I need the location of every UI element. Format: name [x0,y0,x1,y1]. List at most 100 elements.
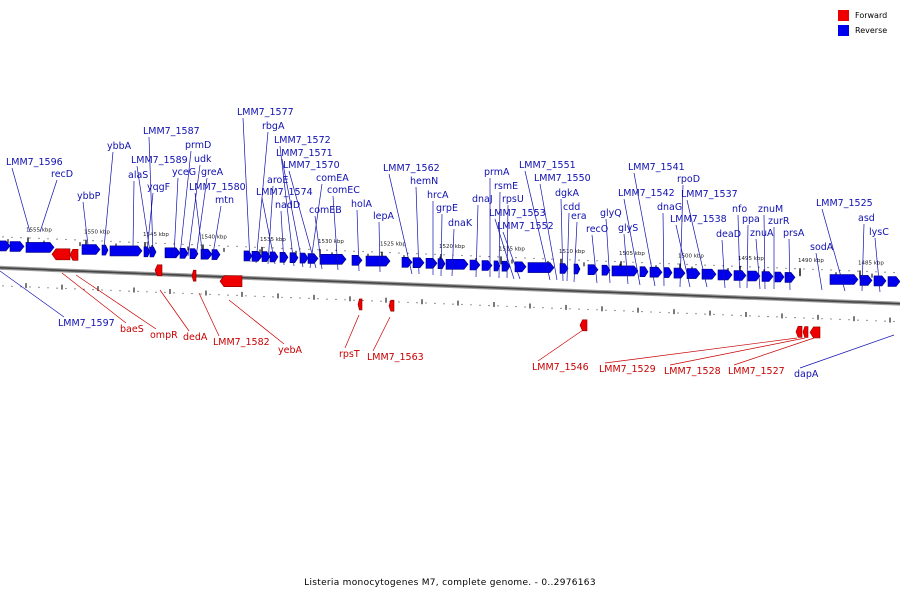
tick-label: 1495 kbp [738,256,764,262]
reverse-leader-line [211,205,222,261]
reverse-gene-arrow [279,252,289,263]
legend-reverse-label: Reverse [855,25,888,35]
scale-dot [146,291,148,293]
scale-dot [326,249,328,251]
scale-dot [497,305,499,307]
tick-label: 1540 kbp [201,235,227,241]
reverse-gene-label: glyQ [600,208,622,219]
scale-dot [200,293,202,295]
forward-gene-arrow [357,298,363,311]
reverse-leader-line [874,237,881,293]
scale-dot [857,319,859,321]
forward-leader-line [75,274,157,330]
tick-label: 1550 kbp [84,230,110,236]
scale-dot [263,295,265,298]
scale-dot [623,261,625,263]
reverse-gene-label: LMM7_1580 [189,182,246,193]
scale-dot [92,289,94,291]
scale-dot [479,304,481,306]
forward-gene-arrow [579,319,588,332]
reverse-gene-label: comEC [327,185,360,196]
reverse-leader-line [388,173,413,275]
scale-dot [281,247,283,249]
scale-dot [191,244,193,246]
scale-dot [353,250,355,252]
scale-dot [821,318,823,320]
scale-dot [272,247,274,249]
scale-dot [236,294,238,296]
reverse-gene-label: LMM7_1597 [58,318,115,329]
scale-dot [542,307,544,309]
scale-dot [686,263,688,265]
scale-dot [641,262,643,264]
scale-dot [371,251,373,253]
reverse-leader-line [280,210,285,266]
reverse-gene-label: ybbA [107,141,132,152]
scale-dot [614,309,616,312]
reverse-gene-arrow [686,268,701,279]
scale-dot [416,253,418,255]
scale-dot [506,305,508,307]
reverse-gene-arrow [673,267,686,279]
scale-dot [317,298,319,300]
reverse-leader-line [821,208,846,292]
reverse-gene-label: holA [351,199,372,210]
reverse-gene-arrow [774,271,785,283]
scale-dot [443,254,445,256]
reverse-gene-arrow [701,268,717,280]
scale-dot [632,310,634,312]
forward-gene-label: LMM7_1546 [532,362,589,373]
scale-dot [668,263,670,265]
reverse-leader-line [261,197,276,265]
reverse-leader-line [737,214,741,289]
forward-gene-label: dedA [183,332,208,343]
scale-dot [29,286,31,288]
reverse-gene-label: prsA [783,228,805,239]
reverse-gene-label: LMM7_1577 [237,107,294,118]
scale-dot [551,307,553,309]
reverse-leader-line [623,233,629,285]
scale-dot [578,308,580,310]
scale-dot [470,255,472,257]
scale-dot [434,253,436,255]
scale-dot [803,317,805,319]
scale-dot [830,269,832,271]
scale-dot [776,267,778,269]
reverse-gene-arrow [887,276,900,287]
reverse-leader-line [451,228,455,277]
reverse-gene-label: LMM7_1596 [6,157,63,168]
reverse-gene-arrow [587,264,599,276]
reverse-gene-arrow [164,247,181,259]
scale-dot [416,302,418,304]
scale-dot [848,270,850,272]
scale-dot [209,293,211,295]
scale-dot [398,301,400,303]
tick-label: 1485 kbp [858,261,884,267]
scale-dot [119,290,121,292]
reverse-gene-arrow [469,259,481,271]
scale-dot [173,292,175,294]
scale-dot [128,290,130,292]
reverse-gene-arrow [829,274,859,285]
scale-dot [488,305,490,307]
scale-dot [335,249,337,251]
scale-dot [551,258,553,260]
tick-label: 1555 kbp [26,227,52,233]
reverse-gene-label: mtn [215,195,234,206]
scale-dot [479,255,481,257]
scale-dot [848,319,850,321]
scale-dot [299,297,301,299]
reverse-gene-label: LMM7_1550 [534,173,591,184]
reverse-gene-arrow [445,258,469,270]
scale-dot [776,316,778,318]
reverse-leader-line [721,239,726,289]
scale-dot [695,264,697,266]
reverse-gene-arrow [747,270,761,282]
scale-dot [605,260,607,262]
scale-dot [443,303,445,305]
scale-dot [884,320,886,322]
tick-label: 1510 kbp [559,249,585,255]
reverse-leader-line [815,252,823,291]
scale-dot [362,299,364,302]
reverse-leader-line [11,167,31,233]
